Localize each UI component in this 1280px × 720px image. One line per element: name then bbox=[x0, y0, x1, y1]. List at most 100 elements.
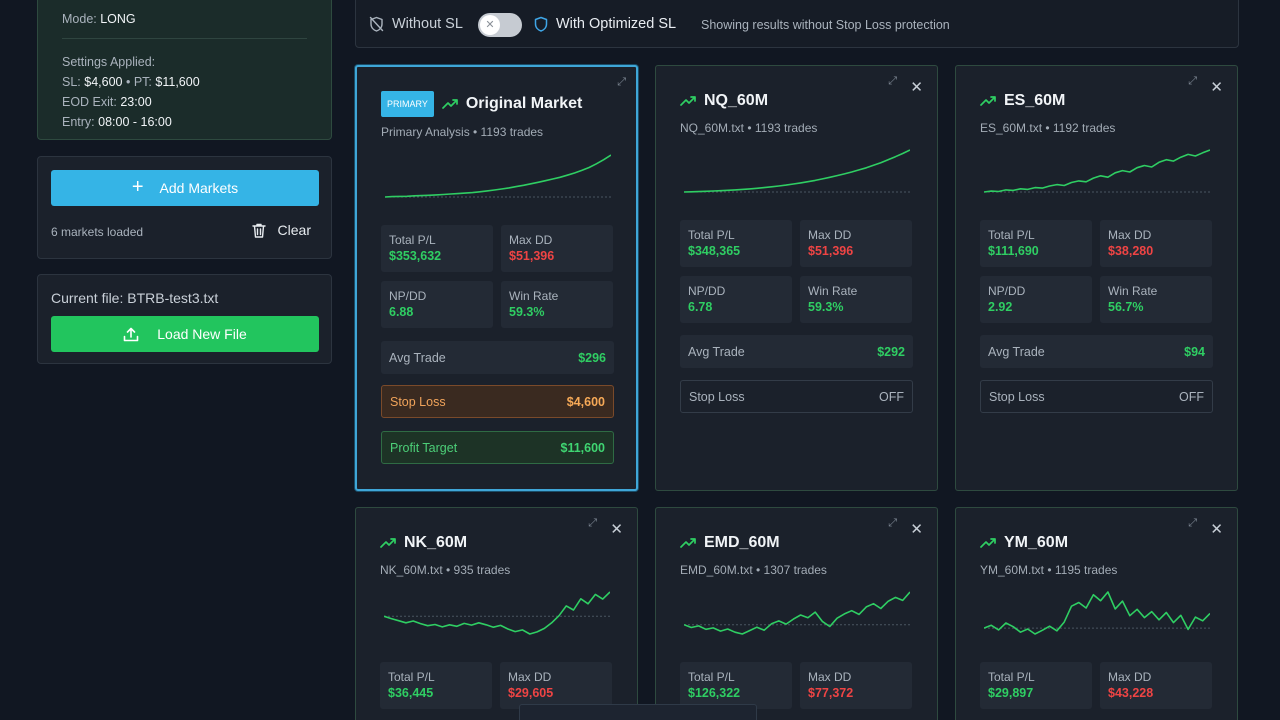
close-icon[interactable]: ✕ bbox=[1210, 79, 1223, 96]
stop-loss-row: Stop Loss OFF bbox=[980, 380, 1213, 413]
plus-icon: + bbox=[131, 176, 144, 198]
np-dd-label: NP/DD bbox=[389, 289, 427, 303]
sl-label: SL: bbox=[62, 75, 81, 89]
expand-icon[interactable]: ⤢ bbox=[1188, 517, 1197, 529]
stop-loss-row: Stop Loss $4,600 bbox=[381, 385, 614, 418]
divider bbox=[62, 38, 307, 39]
equity-line bbox=[384, 591, 610, 635]
max-dd-label: Max DD bbox=[808, 670, 852, 684]
mode-info-text: Showing results without Stop Loss protec… bbox=[701, 18, 950, 32]
with-optimized-sl-label: With Optimized SL bbox=[556, 16, 677, 32]
with-optimized-sl-option[interactable]: With Optimized SL bbox=[534, 16, 676, 32]
total-pl-stat: Total P/L $353,632 bbox=[381, 225, 493, 272]
avg-trade-label: Avg Trade bbox=[389, 350, 446, 365]
max-dd-value: $38,280 bbox=[1108, 244, 1154, 258]
upload-icon bbox=[123, 327, 139, 341]
equity-sparkline bbox=[984, 591, 1210, 635]
win-rate-label: Win Rate bbox=[808, 284, 858, 298]
profit-target-label: Profit Target bbox=[390, 440, 458, 455]
equity-sparkline bbox=[684, 591, 910, 635]
expand-icon[interactable]: ⤢ bbox=[888, 75, 897, 87]
trending-up-icon bbox=[441, 99, 458, 109]
total-pl-stat: Total P/L $29,897 bbox=[980, 662, 1092, 709]
entry-value: 08:00 - 16:00 bbox=[98, 115, 172, 129]
card-subtitle: NQ_60M.txt • 1193 trades bbox=[680, 121, 818, 135]
total-pl-stat: Total P/L $348,365 bbox=[680, 220, 792, 267]
total-pl-value: $353,632 bbox=[389, 249, 442, 263]
card-title: EMD_60M bbox=[680, 534, 780, 552]
pt-label: PT: bbox=[133, 75, 152, 89]
market-card[interactable]: ⤢ ✕ NQ_60M NQ_60M.txt • 1193 trades Tota… bbox=[655, 65, 938, 491]
win-rate-label: Win Rate bbox=[1108, 284, 1158, 298]
add-markets-label: Add Markets bbox=[159, 180, 239, 196]
markets-count: 6 markets loaded bbox=[51, 225, 144, 239]
load-new-file-button[interactable]: Load New File bbox=[51, 316, 319, 352]
equity-line bbox=[684, 149, 910, 193]
max-dd-stat: Max DD $38,280 bbox=[1100, 220, 1212, 267]
expand-icon[interactable]: ⤢ bbox=[1188, 75, 1197, 87]
trending-up-icon bbox=[680, 96, 696, 106]
stop-loss-label: Stop Loss bbox=[390, 394, 446, 409]
equity-sparkline bbox=[684, 149, 910, 193]
max-dd-label: Max DD bbox=[509, 233, 553, 247]
markets-panel: + Add Markets 6 markets loaded Clear bbox=[37, 156, 332, 259]
floating-bottom-bar[interactable] bbox=[519, 704, 757, 720]
expand-icon[interactable]: ⤢ bbox=[888, 517, 897, 529]
stop-loss-switch[interactable]: ✕ bbox=[478, 13, 522, 37]
add-markets-button[interactable]: + Add Markets bbox=[51, 170, 319, 206]
close-icon[interactable]: ✕ bbox=[910, 521, 923, 538]
clear-button[interactable]: Clear bbox=[251, 222, 311, 238]
win-rate-stat: Win Rate 56.7% bbox=[1100, 276, 1212, 323]
max-dd-stat: Max DD $29,605 bbox=[500, 662, 612, 709]
expand-icon[interactable]: ⤢ bbox=[588, 517, 597, 529]
card-title-text: NQ_60M bbox=[704, 92, 769, 109]
card-subtitle: Primary Analysis • 1193 trades bbox=[381, 125, 544, 139]
total-pl-label: Total P/L bbox=[988, 670, 1035, 684]
market-card[interactable]: ⤢ ✕ ES_60M ES_60M.txt • 1192 trades Tota… bbox=[955, 65, 1238, 491]
total-pl-label: Total P/L bbox=[389, 233, 436, 247]
without-sl-option[interactable]: Without SL bbox=[369, 16, 463, 32]
total-pl-value: $348,365 bbox=[688, 244, 741, 258]
trending-up-icon bbox=[680, 538, 696, 548]
close-icon[interactable]: ✕ bbox=[1210, 521, 1223, 538]
max-dd-value: $51,396 bbox=[808, 244, 854, 258]
mode-label: Mode: bbox=[62, 12, 97, 26]
stop-loss-value: OFF bbox=[879, 389, 904, 404]
expand-icon[interactable]: ⤢ bbox=[617, 76, 626, 88]
settings-applied-label: Settings Applied: bbox=[62, 55, 156, 69]
card-title: YM_60M bbox=[980, 534, 1068, 552]
market-card[interactable]: ⤢ ✕ NK_60M NK_60M.txt • 935 trades Total… bbox=[355, 507, 638, 720]
max-dd-value: $51,396 bbox=[509, 249, 555, 263]
close-icon[interactable]: ✕ bbox=[610, 521, 623, 538]
total-pl-label: Total P/L bbox=[688, 228, 735, 242]
switch-knob-x-icon: ✕ bbox=[480, 15, 500, 35]
equity-line bbox=[984, 149, 1210, 193]
total-pl-value: $36,445 bbox=[388, 686, 434, 700]
card-subtitle: EMD_60M.txt • 1307 trades bbox=[680, 563, 827, 577]
equity-sparkline bbox=[385, 154, 611, 198]
np-dd-value: 6.88 bbox=[389, 305, 414, 319]
total-pl-label: Total P/L bbox=[388, 670, 435, 684]
profit-target-value: $11,600 bbox=[560, 440, 606, 455]
market-card-primary[interactable]: ⤢ PRIMARY Original Market Primary Analys… bbox=[355, 65, 638, 491]
stop-loss-row: Stop Loss OFF bbox=[680, 380, 913, 413]
total-pl-value: $126,322 bbox=[688, 686, 741, 700]
equity-sparkline bbox=[384, 591, 610, 635]
market-card[interactable]: ⤢ ✕ YM_60M YM_60M.txt • 1195 trades Tota… bbox=[955, 507, 1238, 720]
max-dd-value: $43,228 bbox=[1108, 686, 1154, 700]
equity-sparkline bbox=[984, 149, 1210, 193]
card-subtitle: YM_60M.txt • 1195 trades bbox=[980, 563, 1118, 577]
clear-label: Clear bbox=[277, 222, 311, 238]
current-file-text: Current file: BTRB-test3.txt bbox=[51, 290, 219, 306]
trash-icon bbox=[251, 223, 266, 238]
market-card[interactable]: ⤢ ✕ EMD_60M EMD_60M.txt • 1307 trades To… bbox=[655, 507, 938, 720]
avg-trade-value: $94 bbox=[1184, 344, 1205, 359]
np-dd-value: 6.78 bbox=[688, 300, 713, 314]
total-pl-value: $29,897 bbox=[988, 686, 1034, 700]
close-icon[interactable]: ✕ bbox=[910, 79, 923, 96]
eod-label: EOD Exit: bbox=[62, 95, 117, 109]
card-title-text: YM_60M bbox=[1004, 534, 1069, 551]
total-pl-stat: Total P/L $111,690 bbox=[980, 220, 1092, 267]
equity-line bbox=[684, 591, 910, 635]
win-rate-value: 56.7% bbox=[1108, 300, 1144, 314]
